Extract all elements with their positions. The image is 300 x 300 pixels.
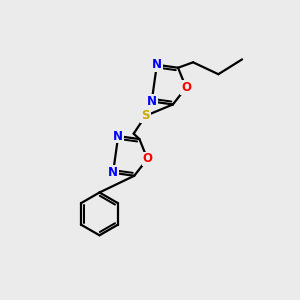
Text: N: N xyxy=(147,95,157,108)
Text: S: S xyxy=(141,109,150,122)
Text: N: N xyxy=(113,130,123,142)
Text: O: O xyxy=(142,152,152,165)
Text: N: N xyxy=(108,166,118,179)
Text: N: N xyxy=(152,58,162,71)
Text: O: O xyxy=(181,81,191,94)
